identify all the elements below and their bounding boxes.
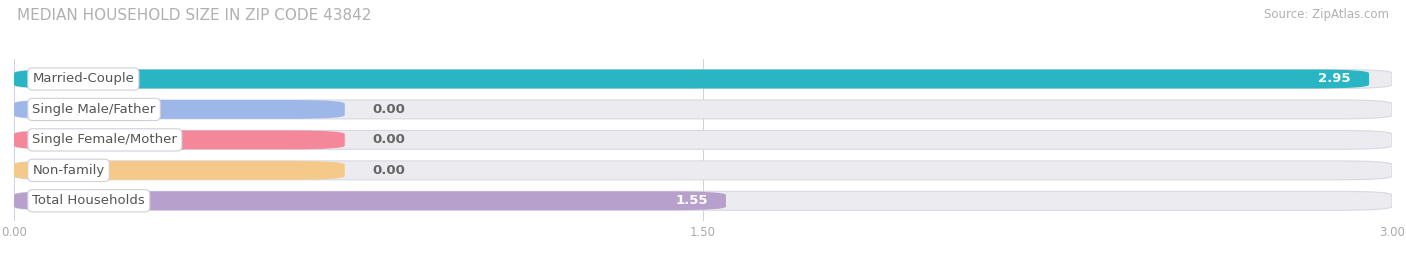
FancyBboxPatch shape — [14, 130, 344, 149]
Text: Single Female/Mother: Single Female/Mother — [32, 133, 177, 146]
Text: Total Households: Total Households — [32, 194, 145, 207]
Text: 0.00: 0.00 — [373, 164, 405, 177]
FancyBboxPatch shape — [14, 161, 1392, 180]
FancyBboxPatch shape — [14, 100, 344, 119]
FancyBboxPatch shape — [14, 191, 725, 210]
Text: Source: ZipAtlas.com: Source: ZipAtlas.com — [1264, 8, 1389, 21]
FancyBboxPatch shape — [14, 69, 1369, 89]
Text: MEDIAN HOUSEHOLD SIZE IN ZIP CODE 43842: MEDIAN HOUSEHOLD SIZE IN ZIP CODE 43842 — [17, 8, 371, 23]
Text: Single Male/Father: Single Male/Father — [32, 103, 156, 116]
Text: 0.00: 0.00 — [373, 103, 405, 116]
FancyBboxPatch shape — [14, 69, 1392, 89]
Text: Married-Couple: Married-Couple — [32, 72, 135, 86]
Text: 0.00: 0.00 — [373, 133, 405, 146]
Text: Non-family: Non-family — [32, 164, 104, 177]
Text: 1.55: 1.55 — [675, 194, 707, 207]
FancyBboxPatch shape — [14, 161, 344, 180]
FancyBboxPatch shape — [14, 191, 1392, 210]
FancyBboxPatch shape — [14, 130, 1392, 149]
FancyBboxPatch shape — [14, 100, 1392, 119]
Text: 2.95: 2.95 — [1317, 72, 1351, 86]
